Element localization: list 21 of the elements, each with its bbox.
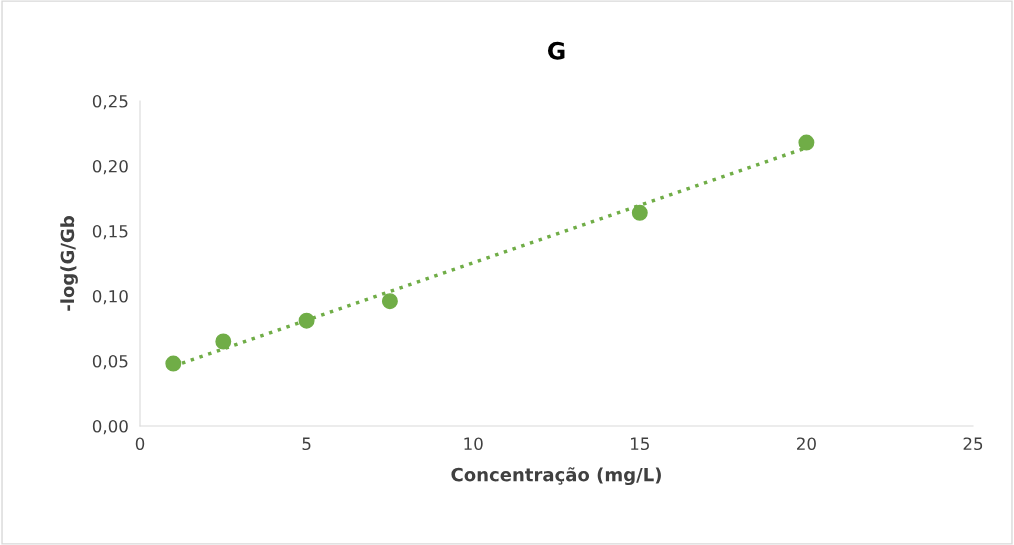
chart-title: G [547, 41, 565, 60]
y-tick-label: 0,00 [92, 419, 128, 435]
y-axis-title: -log(G/Gb [60, 216, 78, 311]
y-tick-label: 0,10 [92, 289, 128, 305]
point [798, 134, 815, 151]
x-axis-title: Concentração (mg/L) [451, 467, 661, 486]
y-tick-label: 0,15 [92, 224, 128, 240]
y-tick-label: 0,25 [92, 94, 128, 110]
point [631, 204, 648, 221]
point [165, 355, 182, 372]
point [298, 312, 315, 329]
x-tick-label: 25 [963, 437, 983, 451]
x-tick-label: 20 [797, 437, 816, 451]
x-tick-label: 10 [464, 437, 483, 451]
y-tick-label: 0,05 [92, 354, 128, 370]
point [381, 293, 398, 310]
point [215, 333, 232, 350]
x-tick-label: 5 [302, 437, 311, 451]
y-tick-label: 0,20 [92, 159, 128, 175]
x-tick-label: 0 [135, 437, 145, 451]
x-tick-label: 15 [631, 437, 649, 451]
